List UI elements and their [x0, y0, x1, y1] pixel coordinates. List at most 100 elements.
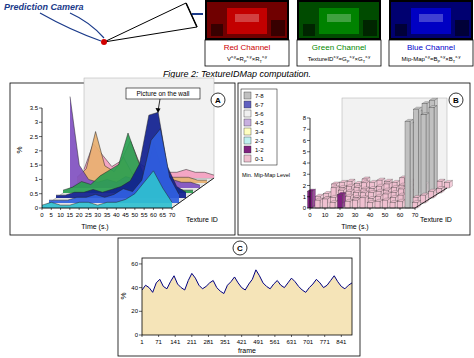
y-tick: [139, 287, 142, 288]
bar-top: [331, 195, 339, 197]
x-tick: [79, 208, 80, 210]
legend-label: 1-2: [255, 147, 264, 153]
panel-badge: [449, 93, 463, 107]
x-tick-label: 55: [141, 212, 148, 218]
formula: Vx,y=RPx,y×RTx,y: [227, 54, 267, 64]
bar-top: [422, 102, 430, 104]
x-tick-label: 70: [412, 212, 419, 218]
bar-top: [375, 199, 383, 201]
x-tick: [241, 335, 242, 337]
bar: [429, 108, 434, 194]
bar-top: [354, 185, 362, 187]
bar-top: [390, 200, 398, 202]
x-tick: [355, 208, 356, 210]
x-tick-label: 771: [320, 339, 331, 345]
camera: [101, 39, 107, 45]
formula: Mip-Mapx,y=BPx,y×BTx,y: [402, 54, 461, 64]
bar-top: [345, 199, 353, 201]
bar: [360, 198, 365, 208]
x-tick-label: 60: [397, 212, 404, 218]
x-tick-label: 631: [286, 339, 297, 345]
plot-frame: [142, 258, 352, 335]
panel-label: A: [215, 96, 221, 105]
bar-side: [426, 113, 429, 198]
x-tick-label: 701: [303, 339, 314, 345]
x-tick: [88, 208, 89, 210]
channel-name: Red Channel: [224, 43, 271, 52]
bar-top: [385, 179, 393, 181]
bar-top: [316, 194, 324, 196]
channel-image: [297, 0, 381, 40]
x-tick-label: 491: [253, 339, 264, 345]
formula-part: P: [438, 59, 441, 64]
bar: [405, 121, 410, 208]
channel-box: [297, 40, 381, 66]
channel-image: [455, 20, 469, 36]
bar-side: [434, 106, 437, 194]
bar-top: [340, 180, 348, 182]
formula-part: TextureID: [308, 56, 334, 62]
panel-frame: [238, 83, 470, 235]
area-fill: [42, 171, 172, 208]
x-tick: [291, 335, 292, 337]
bar: [323, 199, 328, 208]
x-tick: [134, 208, 135, 210]
x-tick-label: 50: [132, 212, 139, 218]
x-tick-label: 70: [169, 212, 176, 218]
channel-image: [299, 2, 379, 38]
z-axis: [415, 188, 447, 208]
legend-swatch: [244, 137, 251, 144]
x-tick-label: 281: [203, 339, 214, 345]
y-tick: [39, 179, 42, 180]
bar-top: [362, 181, 370, 183]
y-tick-label: 1: [35, 176, 39, 182]
x-tick-label: 60: [150, 212, 157, 218]
bar: [390, 202, 395, 208]
x-tick: [42, 208, 43, 210]
arrow: [192, 13, 203, 15]
y-tick: [39, 108, 42, 109]
channel-image: [207, 2, 287, 38]
formula-part: =B: [430, 56, 438, 62]
bar-top: [368, 197, 376, 199]
bar: [414, 109, 419, 198]
x-label: frame: [238, 347, 256, 354]
x-tick-label: 30: [352, 212, 359, 218]
x-tick: [225, 335, 226, 337]
formula-part: x,y: [262, 54, 267, 59]
y-tick-label: 3: [35, 119, 39, 125]
bar-top: [361, 191, 369, 193]
y-tick: [307, 151, 310, 152]
x-tick: [370, 208, 371, 210]
channel-image: [227, 8, 267, 34]
legend-label: 3-4: [255, 129, 264, 135]
bar-top: [429, 189, 437, 191]
x-tick-label: 0: [308, 212, 312, 218]
y-tick: [39, 208, 42, 209]
x-tick-label: 50: [382, 212, 389, 218]
x-tick: [172, 208, 173, 210]
y-tick: [307, 208, 310, 209]
y-label: %: [15, 146, 24, 153]
channel-image: [319, 8, 359, 34]
x-tick: [310, 208, 311, 210]
legend-swatch: [244, 110, 251, 117]
x-tick-label: 71: [155, 339, 162, 345]
x-tick-label: 25: [85, 212, 92, 218]
bar: [421, 115, 426, 198]
y-tick: [307, 163, 310, 164]
legend-label: 2-3: [255, 138, 264, 144]
bar: [368, 202, 373, 208]
channel-image: [391, 2, 471, 38]
y-tick: [39, 165, 42, 166]
panel-label: B: [453, 96, 459, 105]
y-tick: [307, 185, 310, 186]
x-tick: [51, 208, 52, 210]
bar-top: [430, 98, 438, 100]
formula-part: T: [363, 59, 366, 64]
z-label: Texture ID: [420, 216, 452, 223]
x-tick-label: 1: [140, 339, 144, 345]
channel-image: [419, 14, 443, 22]
bar-top: [421, 113, 429, 115]
bar-top: [392, 180, 400, 182]
